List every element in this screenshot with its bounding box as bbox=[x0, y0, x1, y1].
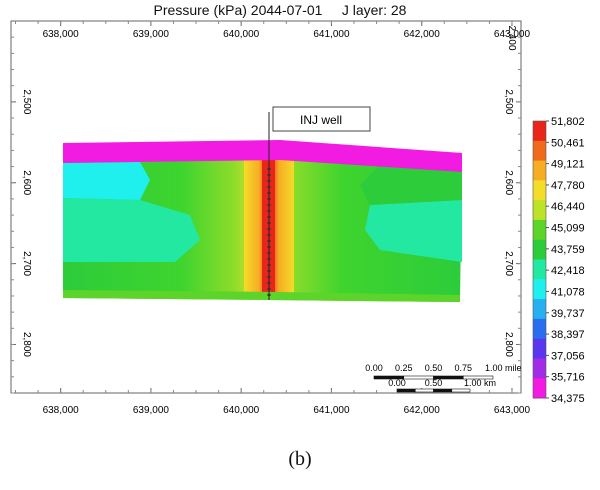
colorbar-label: 51,802 bbox=[551, 116, 585, 128]
colorbar-label: 39,737 bbox=[551, 308, 585, 320]
colorbar-label: 35,716 bbox=[551, 372, 585, 384]
pressure-field bbox=[63, 140, 462, 302]
scale-mile-label: 0.25 bbox=[395, 363, 413, 373]
colorbar-label: 49,121 bbox=[551, 159, 585, 171]
colorbar-swatch bbox=[533, 160, 546, 181]
colorbar-swatch bbox=[533, 121, 546, 142]
plot-frame bbox=[10, 20, 522, 394]
colorbar-swatch bbox=[533, 378, 546, 399]
scale-km-label: 1.00 km bbox=[464, 378, 496, 388]
colorbar-swatch bbox=[533, 338, 546, 359]
x-tick-label-bottom: 639,000 bbox=[133, 405, 170, 416]
x-ticks-top: 638,000 639,000 640,000 641,000 642,000 643,0… bbox=[15, 21, 531, 40]
y-tick-label-right: 2,600 bbox=[503, 170, 514, 195]
colorbar: 51,802 50,461 49,121 47,780 46,440 45,099 43,7… bbox=[532, 116, 585, 405]
colorbar-label: 45,099 bbox=[551, 223, 585, 235]
x-tick-label-bottom: 641,000 bbox=[313, 405, 350, 416]
colorbar-swatch bbox=[533, 219, 546, 241]
y-tick-right-top: 2,400 bbox=[506, 25, 517, 50]
pressure-map: INJ well 638,000 639,000 640,000 641,000 642… bbox=[10, 20, 585, 416]
annotation-label: INJ well bbox=[300, 113, 342, 127]
scale-mile-label: 0.75 bbox=[454, 363, 472, 373]
colorbar-swatch bbox=[533, 180, 546, 201]
colorbar-label: 42,418 bbox=[551, 265, 585, 277]
colorbar-label: 46,440 bbox=[551, 201, 585, 213]
colorbar-swatch bbox=[533, 259, 546, 280]
scale-km-label: 0.00 bbox=[388, 378, 406, 388]
x-tick-label-bottom: 638,000 bbox=[43, 405, 80, 416]
x-tick-label-bottom: 642,000 bbox=[404, 405, 441, 416]
figure-caption: (b) bbox=[288, 448, 312, 470]
x-tick-label-bottom: 640,000 bbox=[223, 405, 260, 416]
colorbar-swatch bbox=[533, 358, 546, 379]
scale-mile-label: 1.00 mile bbox=[485, 363, 522, 373]
colorbar-swatch bbox=[533, 200, 546, 221]
scale-bar: 0.00 0.25 0.50 0.75 1.00 mile 0.00 0.50 1.00 km bbox=[365, 363, 522, 393]
colorbar-label: 38,397 bbox=[551, 329, 585, 341]
x-tick-label-top: 642,000 bbox=[404, 29, 441, 40]
scale-km-segment bbox=[414, 388, 434, 393]
x-tick-label-top: 643,000 bbox=[494, 29, 531, 40]
colorbar-frame bbox=[532, 120, 547, 399]
x-tick-label-top: 638,000 bbox=[43, 29, 80, 40]
scale-km-label: 0.50 bbox=[425, 378, 443, 388]
x-tick-label-top: 639,000 bbox=[133, 29, 170, 40]
y-tick-label-left: 2,600 bbox=[21, 170, 32, 195]
y-tick-label-left: 2,700 bbox=[21, 251, 32, 276]
x-tick-label-top: 640,000 bbox=[223, 29, 260, 40]
x-tick-label-top: 641,000 bbox=[313, 29, 350, 40]
annotation-box bbox=[272, 106, 371, 132]
field-light-green-zone-left bbox=[63, 162, 150, 200]
field-aqua-zone-left bbox=[63, 198, 200, 262]
scale-km-segment bbox=[433, 388, 453, 393]
y-tick-label-right: 2,800 bbox=[503, 332, 514, 357]
field-top-layer bbox=[63, 140, 462, 172]
y-ticks-left: 2,500 2,600 2,700 2,800 bbox=[11, 36, 32, 394]
colorbar-swatch bbox=[533, 239, 546, 260]
colorbar-swatch bbox=[533, 318, 546, 340]
scale-km-segment bbox=[451, 388, 471, 393]
colorbar-swatch bbox=[533, 279, 546, 300]
chart-title: Pressure (kPa) 2044-07-01 J layer: 28 bbox=[153, 2, 407, 18]
y-tick-label-left: 2,800 bbox=[21, 332, 32, 357]
scale-km-segment bbox=[396, 388, 416, 393]
scale-mile-label: 0.50 bbox=[425, 363, 443, 373]
colorbar-label: 50,461 bbox=[551, 137, 585, 149]
colorbar-label: 43,759 bbox=[551, 244, 585, 256]
x-tick-label-bottom: 643,000 bbox=[494, 405, 531, 416]
field-aqua-zone-right-top bbox=[360, 165, 462, 205]
scale-mile-label: 0.00 bbox=[365, 363, 383, 373]
colorbar-swatch bbox=[533, 299, 546, 320]
colorbar-label: 41,078 bbox=[551, 286, 585, 298]
scale-mile-segment bbox=[462, 375, 494, 380]
y-ticks-right: 2,500 2,600 2,700 2,800 bbox=[503, 36, 521, 394]
y-tick-label-left: 2,500 bbox=[21, 89, 32, 114]
colorbar-label: 47,780 bbox=[551, 180, 585, 192]
colorbar-label: 37,056 bbox=[551, 350, 585, 362]
y-tick-label-right: 2,700 bbox=[503, 251, 514, 276]
colorbar-label: 34,375 bbox=[551, 393, 585, 405]
field-aqua-zone-right bbox=[365, 200, 462, 262]
field-bottom-edge bbox=[63, 290, 460, 302]
colorbar-swatch bbox=[533, 140, 546, 162]
y-tick-label-right: 2,500 bbox=[503, 89, 514, 114]
